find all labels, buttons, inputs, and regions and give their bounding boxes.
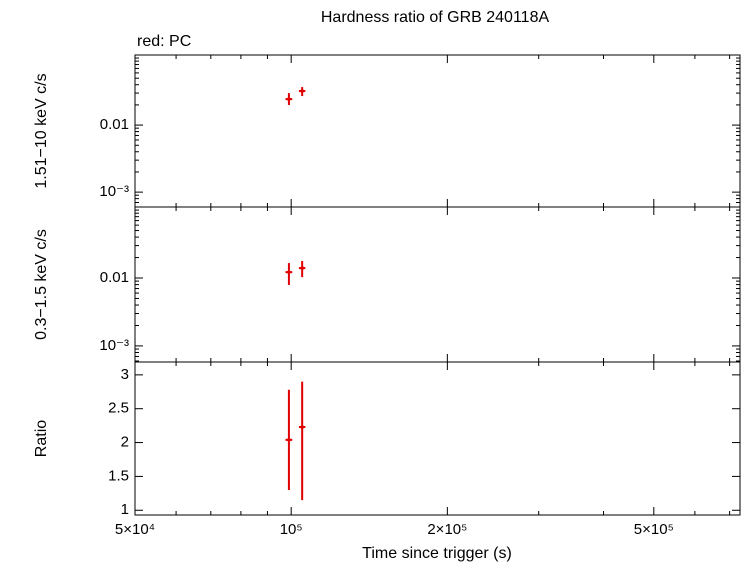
data-point: [300, 266, 304, 270]
chart-title: Hardness ratio of GRB 240118A: [321, 9, 550, 26]
data-point: [300, 425, 304, 429]
y-tick-label: 0.01: [100, 269, 129, 286]
y-tick-label: 3: [121, 366, 129, 383]
y-tick-label: 1: [121, 501, 129, 518]
y-tick-label: 2: [121, 434, 129, 451]
y-axis-label: 1.51−10 keV c/s: [33, 73, 50, 188]
x-axis-label: Time since trigger (s): [362, 545, 512, 562]
plot-frame: [134, 206, 741, 363]
y-tick-label: 10⁻³: [99, 337, 129, 354]
y-tick-label: 2.5: [108, 400, 129, 417]
y-axis-label: 0.3−1.5 keV c/s: [33, 229, 50, 340]
y-axis-label: Ratio: [33, 420, 50, 457]
y-tick-label: 10⁻³: [99, 183, 129, 200]
x-tick-label: 10⁵: [280, 521, 303, 538]
data-point: [287, 97, 291, 101]
x-tick-label: 5×10⁴: [115, 521, 155, 538]
plot-frame: [134, 361, 741, 516]
annotation: red: PC: [137, 33, 191, 50]
y-tick-label: 0.01: [100, 116, 129, 133]
data-point: [287, 438, 291, 442]
plot-frame: [134, 54, 741, 208]
data-point: [287, 270, 291, 274]
y-tick-label: 1.5: [108, 467, 129, 484]
x-tick-label: 5×10⁵: [634, 521, 674, 538]
data-point: [300, 89, 304, 93]
x-tick-label: 2×10⁵: [427, 521, 467, 538]
